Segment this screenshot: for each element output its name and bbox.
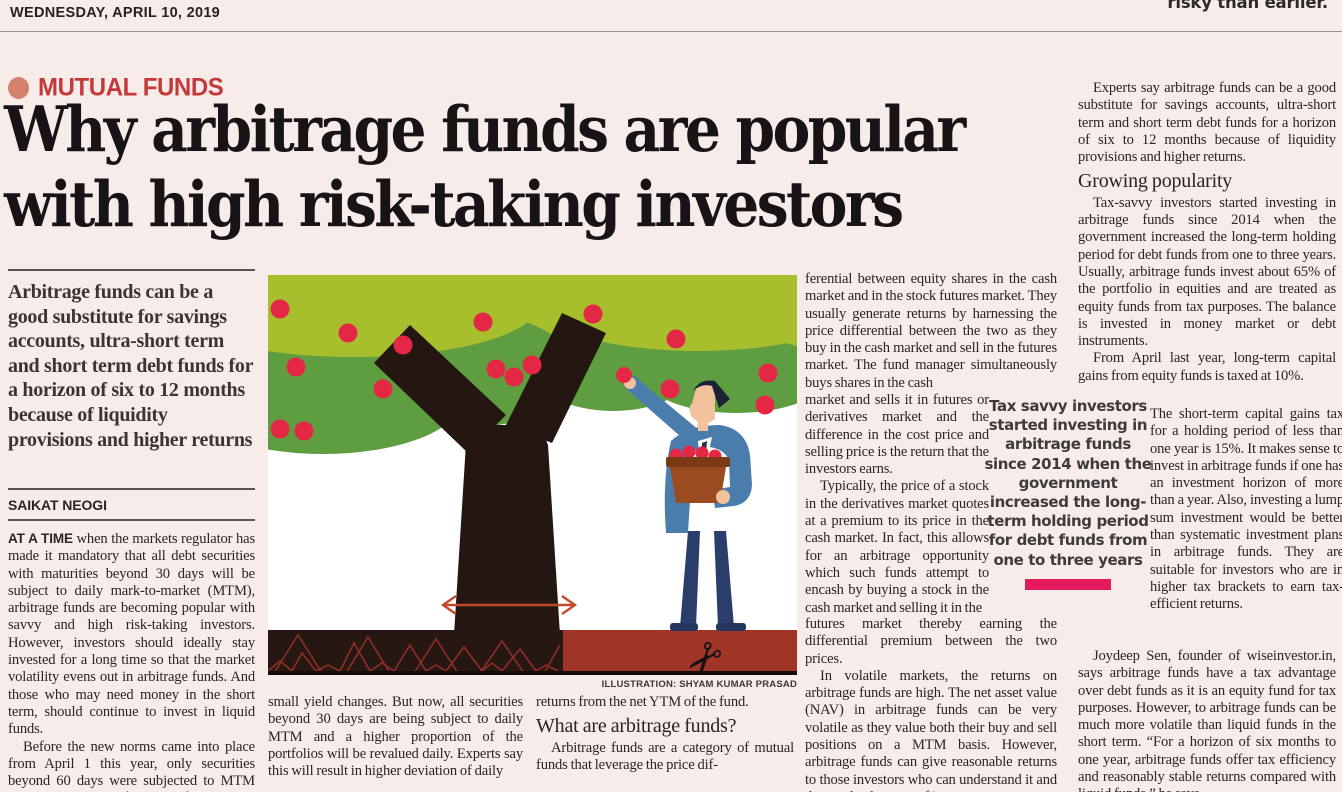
section-label: MUTUAL FUNDS [38,73,224,102]
paragraph: Before the new norms came into place fro… [8,738,255,792]
byline-bottom-rule [8,519,255,521]
shoe [716,623,746,631]
paragraph: Experts say arbitrage funds can be a goo… [1078,80,1336,166]
lead-in: AT A TIME [8,531,73,546]
paragraph: returns from the net YTM of the fund. [536,694,749,710]
measure-arrow [440,595,578,615]
illustration-credit: ILLUSTRATION: SHYAM KUMAR PRASAD [601,679,797,690]
paragraph: In volatile markets, the returns on arbi… [805,667,1057,792]
paragraph: AT A TIME when the markets regulator has… [8,530,255,739]
tree-trunk [374,313,606,635]
column-4-bottom: futures market thereby earning the diffe… [805,616,1057,792]
basket [666,445,730,503]
paragraph: futures market thereby earning the diffe… [805,616,1057,667]
ground [268,630,797,675]
paragraph: The short-term capital gains tax for a h… [1150,406,1342,613]
standfirst: Arbitrage funds can be a good substitute… [8,281,253,451]
edition-date: WEDNESDAY, APRIL 10, 2019 [10,5,221,21]
paragraph: ferential between equity shares in the c… [805,271,1057,391]
paragraph: Joydeep Sen, founder of wiseinvestor.in,… [1078,648,1336,792]
column-4-middle: market and sells it in futures or deriva… [805,392,989,617]
picked-apple [616,367,632,383]
column-5-top: Experts say arbitrage funds can be a goo… [1078,80,1336,385]
column-5-bottom: Joydeep Sen, founder of wiseinvestor.in,… [1078,648,1336,792]
subheading-growing-popularity: Growing popularity [1078,170,1233,193]
column-4-top: ferential between equity shares in the c… [805,271,1057,392]
hand-on-basket [716,490,730,504]
man-figure [616,367,752,631]
raised-arm [624,375,700,443]
apple-tree-illustration: ✂ [268,275,797,675]
pull-quote-bar [1025,578,1111,590]
ground-right [563,630,797,675]
byline: SAIKAT NEOGI [8,497,107,513]
page-title: Why arbitrage funds are popular with hig… [4,92,966,242]
section-header: MUTUAL FUNDS [8,73,224,102]
paragraph-text: when the markets regulator has made it m… [8,531,255,738]
paragraph: Tax-savvy investors started investing in… [1078,194,1336,350]
subheading-what-are-arbitrage-funds: What are arbitrage funds? [536,715,737,738]
paragraph: Typically, the price of a stock in the d… [805,478,989,616]
pull-quote-text: Tax savvy investors started investing in… [984,397,1152,569]
column-5-middle: The short-term capital gains tax for a h… [1150,406,1342,614]
zigzag-pattern [268,641,559,673]
standfirst-top-rule [8,269,255,271]
column-1-body: AT A TIME when the markets regulator has… [8,530,255,792]
paragraph: small yield changes. But now, all securi… [268,694,523,780]
previous-column-fragment: risky than earlier. [1167,0,1328,12]
paragraph: From April last year, long-term capital … [1078,350,1336,384]
face [689,383,715,424]
section-bullet-icon [8,77,29,99]
column-3-body: returns from the net YTM of the fund. Wh… [536,694,794,774]
pull-quote: Tax savvy investors started investing in… [982,397,1154,590]
paragraph: market and sells it in futures or deriva… [805,392,989,478]
paragraph: Arbitrage funds are a category of mutual… [536,739,794,773]
column-2-body: small yield changes. But now, all securi… [268,694,523,780]
headline-line-2: with high risk-taking investors [4,167,904,241]
byline-top-rule [8,488,255,490]
apples-group [270,299,778,441]
masthead-rule [0,31,1342,32]
hair [693,380,730,408]
shoe [670,623,698,631]
headline-line-1: Why arbitrage funds are popular [4,92,966,166]
